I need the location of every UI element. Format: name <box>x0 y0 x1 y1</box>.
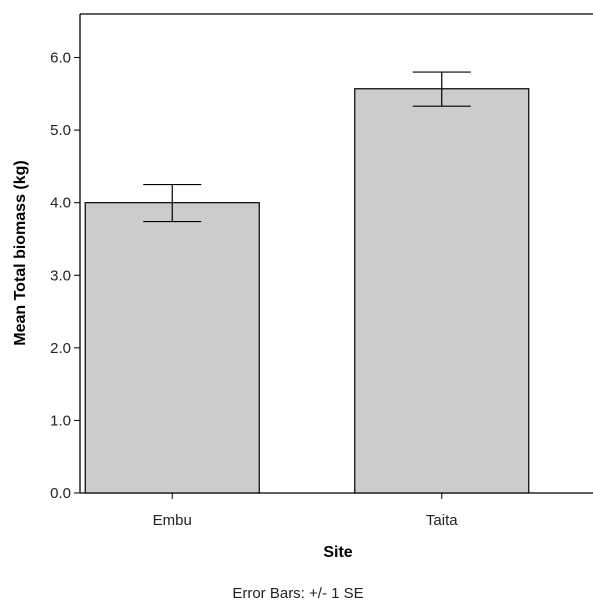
y-tick-label: 4.0 <box>50 195 71 212</box>
bar-taita <box>354 88 530 494</box>
y-tick-label: 2.0 <box>50 340 71 357</box>
bars-layer <box>84 88 530 494</box>
y-axis: 0.0 1.0 2.0 3.0 4.0 5.0 6.0 <box>50 50 80 502</box>
error-bars-footnote: Error Bars: +/- 1 SE <box>232 585 363 602</box>
y-tick-label: 0.0 <box>50 485 71 502</box>
x-tick-label: Embu <box>153 512 192 529</box>
y-axis-title: Mean Total biomass (kg) <box>12 160 29 346</box>
x-axis-title: Site <box>323 544 352 561</box>
bar-embu <box>84 202 260 494</box>
x-tick-label: Taita <box>426 512 458 529</box>
y-tick-label: 3.0 <box>50 267 71 284</box>
y-tick-label: 5.0 <box>50 122 71 139</box>
y-tick-label: 6.0 <box>50 50 71 67</box>
error-bars-layer <box>143 71 471 223</box>
y-tick-label: 1.0 <box>50 412 71 429</box>
x-axis: Embu Taita <box>153 493 458 529</box>
